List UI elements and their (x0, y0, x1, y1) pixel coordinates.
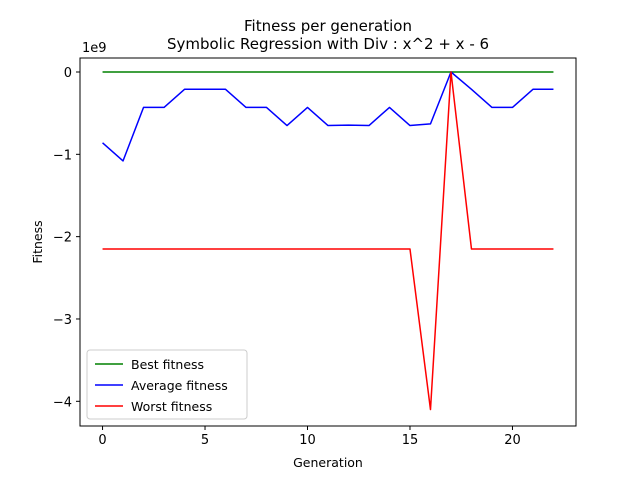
legend: Best fitness Average fitness Worst fitne… (86, 349, 248, 420)
x-tick-label: 15 (402, 433, 419, 448)
legend-box (86, 349, 248, 420)
x-tick-label: 20 (504, 433, 521, 448)
x-tick-label: 10 (299, 433, 316, 448)
chart-title: Fitness per generation (244, 17, 412, 35)
x-tick-label: 5 (201, 433, 209, 448)
y-axis-label: Fitness (30, 220, 45, 263)
series-line-average-fitness (102, 71, 554, 162)
legend-label-average: Average fitness (131, 378, 228, 393)
y-tick-label: −3 (53, 313, 72, 328)
x-axis-label: Generation (293, 455, 363, 470)
y-tick-label: 0 (64, 66, 72, 81)
series-line-worst-fitness (102, 71, 554, 411)
y-tick-label: −1 (53, 148, 72, 163)
y-scale-label: 1e9 (82, 41, 107, 56)
y-axis-ticks: 0 −1 −2 −3 −4 (53, 66, 80, 410)
x-axis-ticks: 0 5 10 15 20 (98, 426, 521, 448)
legend-label-worst: Worst fitness (131, 399, 212, 414)
y-tick-label: −2 (53, 231, 72, 246)
plot-frame (79, 57, 577, 427)
chart-subtitle: Symbolic Regression with Div : x^2 + x -… (167, 35, 489, 53)
y-tick-label: −4 (53, 395, 72, 410)
plot-lines (102, 71, 554, 411)
legend-label-best: Best fitness (131, 357, 204, 372)
x-tick-label: 0 (98, 433, 106, 448)
